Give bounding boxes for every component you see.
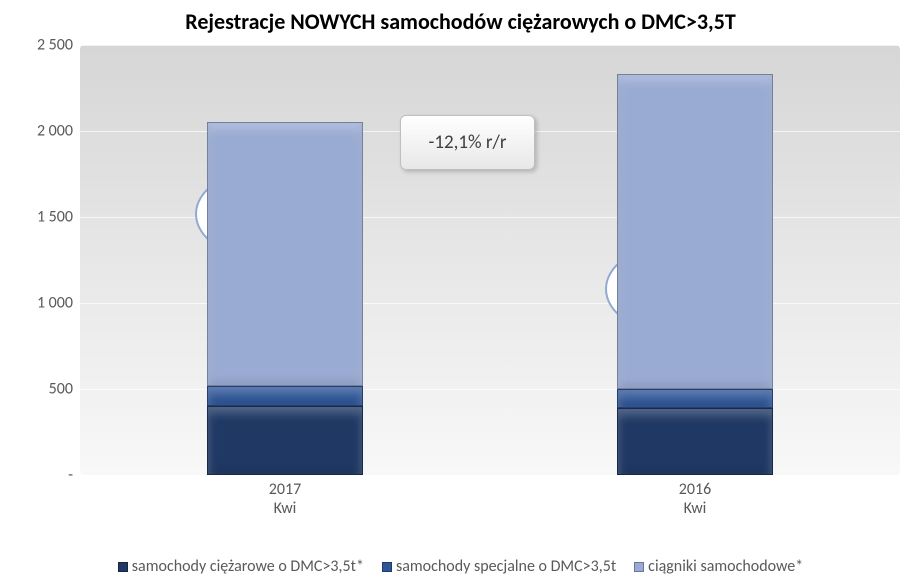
gridline [80, 303, 900, 304]
x-tick-label: 2017 Kwi [225, 480, 345, 518]
legend-item-ciezarowe: samochody ciężarowe o DMC>3,5t* [118, 557, 364, 576]
legend: samochody ciężarowe o DMC>3,5t* samochod… [0, 557, 921, 576]
gridline [80, 45, 900, 46]
legend-label: ciągniki samochodowe* [648, 557, 803, 576]
chart-container: Rejestracje NOWYCH samochodów ciężarowyc… [0, 0, 921, 584]
bar-segment [207, 386, 363, 407]
y-tick-label: 1 500 [13, 208, 73, 227]
legend-label: samochody specjalne o DMC>3,5t [396, 557, 616, 576]
y-tick-label: 2 500 [13, 36, 73, 55]
legend-item-specjalne: samochody specjalne o DMC>3,5t [382, 557, 616, 576]
legend-label: samochody ciężarowe o DMC>3,5t* [132, 557, 364, 576]
bar-segment [207, 122, 363, 385]
bar-segment [617, 74, 773, 389]
bar-segment [617, 389, 773, 408]
x-tick-label: 2016 Kwi [635, 480, 755, 518]
y-tick-label: 500 [13, 380, 73, 399]
legend-swatch-icon [118, 562, 128, 572]
y-tick-label: 1 000 [13, 294, 73, 313]
yoy-change-callout: -12,1% r/r [400, 115, 535, 170]
bar-segment [617, 408, 773, 475]
legend-item-ciagniki: ciągniki samochodowe* [634, 557, 803, 576]
y-tick-label: 2 000 [13, 122, 73, 141]
legend-swatch-icon [634, 562, 644, 572]
yoy-change-text: -12,1% r/r [429, 131, 507, 154]
bar-segment [207, 406, 363, 475]
plot-area [80, 45, 900, 475]
legend-swatch-icon [382, 562, 392, 572]
y-tick-label: - [13, 466, 73, 485]
chart-title: Rejestracje NOWYCH samochodów ciężarowyc… [0, 0, 921, 39]
gridline [80, 389, 900, 390]
